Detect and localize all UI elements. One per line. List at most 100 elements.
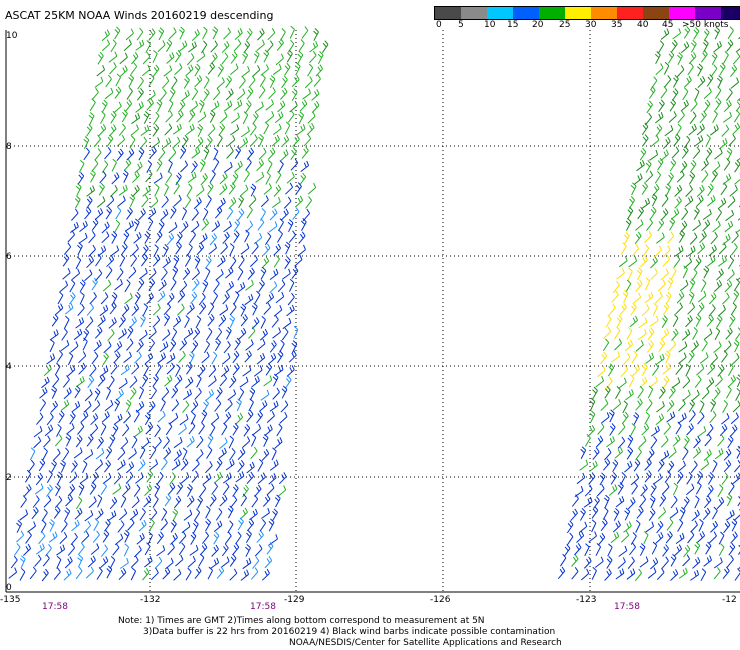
- wind-barb: [240, 243, 250, 255]
- wind-barb: [42, 447, 48, 461]
- wind-barb: [617, 482, 624, 495]
- wind-barb: [130, 567, 137, 581]
- wind-barb: [187, 555, 196, 568]
- latitude-tick-label: 4: [6, 362, 12, 372]
- wind-barb: [682, 265, 688, 279]
- wind-barb: [41, 568, 49, 582]
- wind-barb: [139, 445, 146, 459]
- wind-barb: [595, 376, 605, 388]
- wind-barb: [98, 182, 105, 196]
- wind-barb: [683, 25, 691, 39]
- wind-barb: [56, 544, 66, 556]
- wind-barb: [599, 472, 606, 486]
- wind-barb: [713, 341, 722, 353]
- wind-barb: [594, 556, 604, 568]
- wind-barb: [597, 422, 605, 435]
- wind-barb: [116, 148, 124, 162]
- wind-barb: [80, 410, 89, 423]
- wind-barb: [280, 149, 289, 162]
- wind-barb: [34, 554, 42, 567]
- wind-barb: [730, 424, 738, 437]
- wind-barb: [672, 28, 682, 40]
- wind-barb: [248, 194, 257, 208]
- wind-barb: [132, 170, 140, 184]
- wind-barb: [725, 385, 732, 399]
- wind-barb: [160, 518, 168, 531]
- wind-barb: [716, 497, 725, 510]
- wind-barb: [616, 314, 623, 328]
- wind-barb: [127, 326, 134, 339]
- wind-barb: [718, 138, 728, 150]
- wind-barb: [219, 183, 228, 196]
- wind-barb: [251, 242, 259, 255]
- wind-barb: [154, 183, 160, 197]
- wind-barb: [713, 280, 723, 292]
- wind-barb: [718, 543, 725, 557]
- wind-barb: [641, 197, 651, 210]
- wind-barb: [266, 542, 274, 555]
- legend-swatch: [669, 7, 695, 19]
- wind-barb: [734, 459, 740, 473]
- wind-barb: [163, 302, 172, 316]
- wind-barb: [294, 195, 304, 208]
- wind-barb: [113, 351, 121, 364]
- wind-barb: [275, 170, 282, 184]
- legend-swatch: [487, 7, 513, 19]
- wind-barb: [618, 255, 628, 268]
- wind-barb: [63, 242, 72, 255]
- wind-barb: [571, 567, 579, 580]
- wind-barb: [242, 557, 252, 570]
- wind-barb: [263, 302, 272, 315]
- wind-barb: [78, 159, 85, 173]
- wind-barb: [674, 196, 682, 209]
- wind-barb: [736, 223, 740, 233]
- wind-barb: [144, 412, 151, 426]
- wind-barb: [44, 424, 54, 437]
- wind-barb: [89, 364, 97, 377]
- wind-barb: [129, 194, 136, 207]
- wind-barb: [612, 520, 621, 533]
- wind-barb: [171, 385, 179, 399]
- wind-barb: [131, 244, 139, 257]
- wind-barb: [105, 446, 113, 460]
- wind-barb: [257, 218, 265, 231]
- wind-barb: [566, 520, 574, 534]
- wind-barb: [559, 553, 567, 567]
- wind-barb: [223, 161, 233, 173]
- wind-barb: [610, 531, 620, 544]
- wind-barb: [701, 387, 710, 400]
- wind-barb: [240, 314, 248, 327]
- wind-barb: [694, 87, 700, 101]
- wind-barb: [202, 531, 209, 544]
- wind-barb: [209, 423, 216, 437]
- wind-barb: [134, 351, 142, 364]
- wind-barb: [238, 387, 245, 401]
- wind-barb: [307, 182, 317, 195]
- pass-time-labels: 17:58 17:58 17:58: [42, 602, 640, 612]
- wind-barb: [35, 472, 44, 486]
- wind-barb: [90, 169, 96, 183]
- wind-barb: [129, 376, 138, 389]
- wind-barb: [105, 386, 112, 400]
- wind-barb: [131, 113, 141, 125]
- wind-barb: [94, 148, 102, 161]
- wind-barb: [100, 111, 106, 124]
- wind-barb: [606, 555, 613, 569]
- wind-barb: [735, 327, 740, 340]
- wind-barb: [186, 435, 195, 448]
- wind-barb: [75, 317, 85, 329]
- wind-barb: [137, 459, 146, 472]
- wind-barb: [233, 99, 243, 111]
- wind-barb: [639, 543, 646, 556]
- wind-barb: [645, 521, 655, 533]
- wind-barb: [257, 28, 265, 41]
- wind-barb: [124, 292, 133, 305]
- wind-barb: [571, 554, 579, 567]
- wind-barb: [697, 290, 707, 303]
- wind-barb: [646, 100, 654, 114]
- wind-barb: [46, 412, 54, 426]
- wind-barb: [269, 208, 278, 221]
- wind-barb: [136, 532, 145, 545]
- wind-barb: [629, 542, 636, 556]
- wind-barb: [19, 567, 26, 581]
